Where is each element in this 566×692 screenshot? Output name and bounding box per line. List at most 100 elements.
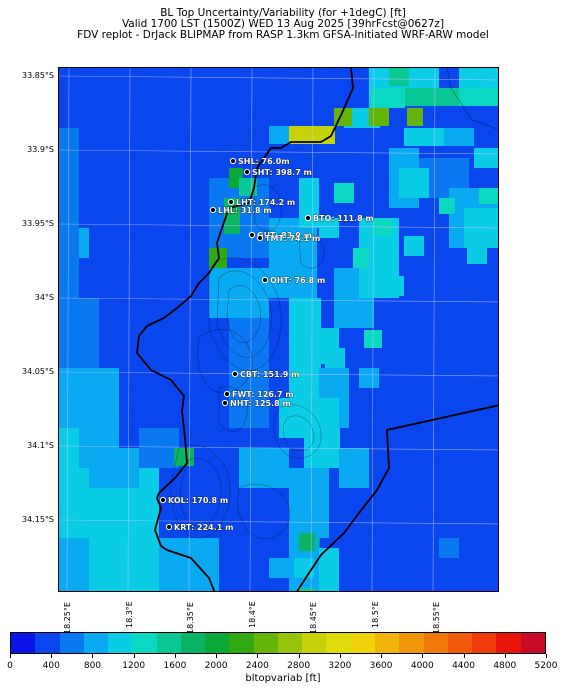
field-cell <box>479 188 498 204</box>
station-marker <box>209 206 217 214</box>
colorbar-tick-label: 4000 <box>410 661 434 671</box>
station-label: SHL: 76.0m <box>238 157 290 166</box>
field-cell <box>407 108 423 126</box>
colorbar-swatch <box>277 633 303 653</box>
map-title-line-2: Valid 1700 LST (1500Z) WED 13 Aug 2025 [… <box>121 18 445 30</box>
field-cell <box>459 88 498 106</box>
colorbar-swatch <box>59 633 84 653</box>
colorbar-swatch <box>496 633 521 653</box>
lon-label-18-5: 18.5°E <box>371 601 380 628</box>
field-cell <box>289 468 329 538</box>
station-label: CBT: 151.9 m <box>240 370 299 379</box>
colorbar-tick-label: 3600 <box>369 661 393 671</box>
field-cell <box>269 558 289 578</box>
field-cell <box>334 183 354 203</box>
map-title-line-1: BL Top Uncertainty/Variability (for +1de… <box>160 7 406 19</box>
field-cell <box>384 276 404 296</box>
field-cells <box>59 68 498 591</box>
colorbar-tick-mark <box>339 654 341 658</box>
lat-label-34: 34°S <box>34 293 54 302</box>
station-label: BTO: 111.8 m <box>313 214 374 223</box>
station-marker <box>227 198 235 206</box>
colorbar-swatch <box>520 633 545 653</box>
station-label: SHT: 398.7 m <box>252 168 312 177</box>
station-marker <box>221 399 229 407</box>
colorbar-swatch <box>180 633 206 653</box>
lat-label-33-85: 33.85°S <box>22 71 54 80</box>
colorbar-tick-label: 1600 <box>163 661 187 671</box>
field-cell <box>405 88 459 106</box>
colorbar-tick-mark <box>51 654 53 658</box>
colorbar-tick-mark <box>133 654 135 658</box>
colorbar-tick-mark <box>546 654 547 658</box>
field-cell <box>79 228 89 258</box>
northeast-contour <box>446 68 498 130</box>
colorbar-swatch <box>447 633 473 653</box>
field-cell <box>269 126 289 144</box>
field-cell <box>353 248 369 268</box>
colorbar <box>10 632 546 654</box>
station-marker <box>159 496 167 504</box>
lon-label-18-35: 18.35°E <box>186 602 195 634</box>
colorbar-tick-mark <box>92 654 94 658</box>
lon-label-18-45: 18.45°E <box>309 602 318 634</box>
lat-label-33-95: 33.95°S <box>22 219 54 228</box>
colorbar-swatch <box>302 633 327 653</box>
colorbar-tick-label: 4400 <box>452 661 475 671</box>
colorbar-tick-mark <box>216 654 218 658</box>
station-marker <box>231 370 239 378</box>
field-cell <box>399 168 429 198</box>
lat-label-34-15: 34.15°S <box>22 515 54 524</box>
station-label: FWT: 126.7 m <box>232 390 294 399</box>
colorbar-tick-label: 0 <box>7 661 13 671</box>
colorbar-swatch <box>399 633 424 653</box>
colorbar-tick-mark <box>381 654 383 658</box>
field-cell <box>319 548 339 591</box>
colorbar-swatch <box>11 633 36 653</box>
field-cell <box>404 128 444 146</box>
field-cell <box>59 538 89 591</box>
field-cell <box>174 448 194 466</box>
colorbar-tick-label: 2400 <box>245 661 269 671</box>
station-marker <box>248 231 256 239</box>
station-label: LHL: 31.8 m <box>218 206 272 215</box>
station-marker <box>223 390 231 398</box>
field-cell <box>59 428 79 468</box>
colorbar-tick-label: 800 <box>83 661 102 671</box>
field-cell <box>139 428 179 468</box>
field-cell <box>369 88 405 108</box>
station-label: LHT: 174.2 m <box>236 198 295 207</box>
colorbar-label: bltopvariab [ft] <box>245 673 321 684</box>
station-label: OHT: 76.8 m <box>270 276 325 285</box>
colorbar-swatch <box>156 633 181 653</box>
station-marker <box>243 168 251 176</box>
colorbar-swatch <box>205 633 230 653</box>
field-cell <box>339 448 369 488</box>
field-cell <box>239 448 289 488</box>
colorbar-tick-mark <box>504 654 506 658</box>
field-cell <box>439 198 455 214</box>
field-cell <box>479 68 498 88</box>
colorbar-tick-mark <box>257 654 259 658</box>
station-label: KOL: 170.8 m <box>168 496 228 505</box>
field-cell <box>89 448 139 488</box>
field-cell <box>404 236 424 256</box>
colorbar-swatch <box>350 633 375 653</box>
colorbar-swatch <box>374 633 400 653</box>
field-cell <box>299 533 315 551</box>
field-cell <box>319 218 339 238</box>
station-label: KRT: 224.1 m <box>174 523 233 532</box>
field-cell <box>359 368 379 388</box>
field-cell <box>389 68 409 86</box>
colorbar-tick-label: 3200 <box>328 661 352 671</box>
coastline-west <box>136 68 354 591</box>
field-cell <box>369 108 389 126</box>
colorbar-tick-mark <box>422 654 424 658</box>
field-cell <box>459 68 479 88</box>
colorbar-swatch <box>472 633 497 653</box>
station-marker <box>229 157 237 165</box>
lat-label-34-1: 34.1°S <box>27 441 54 450</box>
colorbar-tick-label: 4800 <box>493 661 517 671</box>
